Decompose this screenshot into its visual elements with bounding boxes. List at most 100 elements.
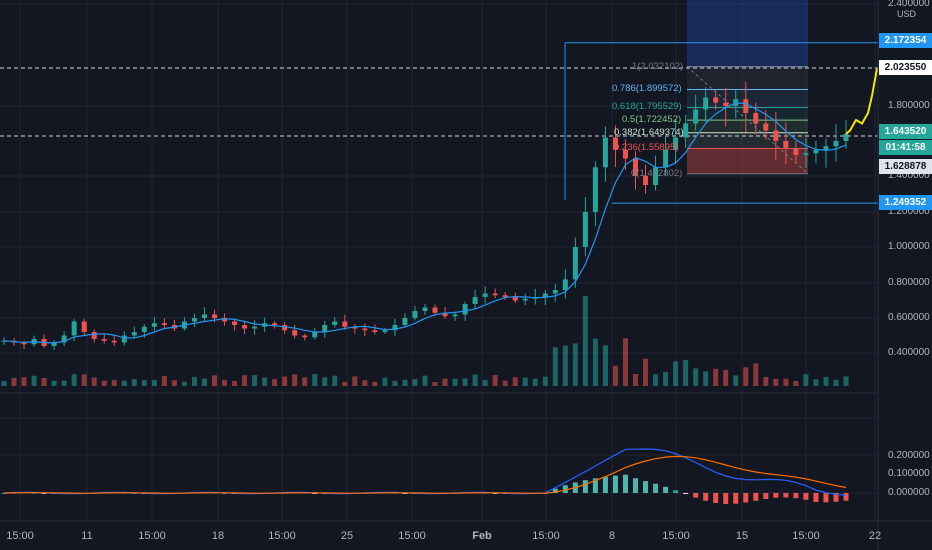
candle-body: [442, 312, 448, 317]
candle-body: [703, 97, 709, 110]
candle-body: [71, 321, 77, 336]
candle-body: [252, 326, 258, 329]
candle-body: [833, 141, 839, 147]
macd-bar: [602, 476, 608, 493]
time-axis-label: 15:00: [398, 530, 426, 542]
volume-bar: [151, 380, 157, 386]
date-range-highlight[interactable]: [687, 0, 808, 68]
volume-bar: [432, 381, 438, 386]
candle-body: [212, 314, 217, 318]
macd-bar: [562, 485, 568, 493]
macd-bar: [843, 493, 849, 501]
volume-bar: [522, 377, 528, 386]
candle-body: [161, 323, 167, 325]
volume-bar: [81, 374, 87, 386]
candle-body: [312, 332, 318, 338]
volume-bar: [342, 381, 348, 386]
volume-bar: [492, 374, 498, 386]
candle-body: [91, 332, 97, 339]
volume-bar: [252, 375, 258, 386]
candle-body: [342, 321, 348, 327]
candle-body: [101, 339, 107, 341]
volume-bar: [332, 375, 338, 386]
volume-bar: [753, 363, 759, 386]
candle-body: [201, 314, 207, 318]
macd-bar: [552, 488, 558, 493]
moving-average-line: [3, 102, 847, 344]
macd-bar: [131, 492, 137, 494]
candle-body: [773, 130, 779, 141]
volume-bar: [562, 345, 568, 386]
candle-body: [783, 141, 789, 148]
macd-bar: [41, 493, 47, 494]
volume-bar: [71, 374, 77, 386]
volume-bar: [532, 378, 538, 386]
macd-bar: [592, 478, 598, 493]
candle-body: [562, 279, 568, 290]
volume-bar: [843, 376, 849, 386]
price-axis-label: 1.800000: [888, 100, 930, 111]
volume-bar: [542, 376, 548, 386]
fib-zone: [687, 89, 808, 108]
volume-bar: [171, 380, 177, 386]
candle-body: [272, 323, 278, 325]
macd-bar: [653, 483, 659, 493]
projection-path[interactable]: [845, 68, 878, 135]
fib-retracement[interactable]: [686, 66, 809, 175]
macd-axis-label: 0.000000: [888, 487, 930, 498]
macd-axis-label: 0.200000: [888, 449, 930, 461]
price-axis-label: 1.200000: [888, 206, 930, 217]
volume-bar: [21, 377, 27, 386]
price-tag-crosshair: 2.023550: [879, 60, 932, 75]
candle-body: [422, 307, 428, 311]
volume-bar: [101, 380, 107, 386]
candle-body: [372, 330, 378, 332]
volume-bar: [813, 379, 819, 386]
volume-bar: [121, 380, 127, 386]
volume-bar: [222, 379, 228, 386]
volume-bar: [382, 377, 388, 386]
candle-body: [382, 330, 388, 332]
price-tag-line-level: 1.249352: [879, 195, 932, 210]
candle-body: [653, 167, 659, 185]
macd-bar: [622, 474, 628, 493]
volume-bar: [733, 375, 739, 386]
volume-bar: [683, 360, 689, 386]
candle-body: [542, 293, 548, 297]
price-tag-last-price: 1.643520: [879, 124, 932, 139]
time-axis-label: 18: [211, 530, 225, 542]
volume-bar: [161, 375, 167, 386]
volume-bar: [633, 373, 638, 386]
candle-body: [803, 153, 809, 155]
macd-bar: [793, 493, 799, 499]
time-axis-label: 15:00: [532, 530, 560, 542]
candle-body: [693, 109, 699, 124]
volume-bar: [61, 380, 67, 386]
horizontal-levels[interactable]: [0, 42, 878, 204]
fib-zone: [687, 66, 808, 90]
candle-body: [602, 137, 608, 168]
macd-bar: [723, 493, 729, 504]
macd-bar: [643, 481, 649, 493]
candle-body: [663, 149, 669, 168]
price-tag-countdown: 01:41:58: [879, 140, 932, 155]
time-axis-label: 15:00: [138, 530, 166, 542]
candle-body: [302, 335, 308, 338]
volume-bar: [242, 375, 248, 386]
candle-body: [191, 318, 197, 322]
time-axis-label: 15:00: [6, 530, 34, 542]
volume-bar: [272, 379, 278, 386]
volume-bar: [472, 374, 478, 386]
macd-bar: [743, 493, 749, 503]
volume-bar: [482, 379, 488, 386]
volume-bar: [422, 375, 428, 386]
macd-bar: [693, 493, 699, 498]
candle-body: [402, 318, 408, 325]
candle-body: [743, 99, 749, 113]
macd-axis-label: 0.100000: [888, 468, 930, 480]
macd-bar: [783, 493, 789, 498]
volume-bar: [292, 374, 298, 386]
